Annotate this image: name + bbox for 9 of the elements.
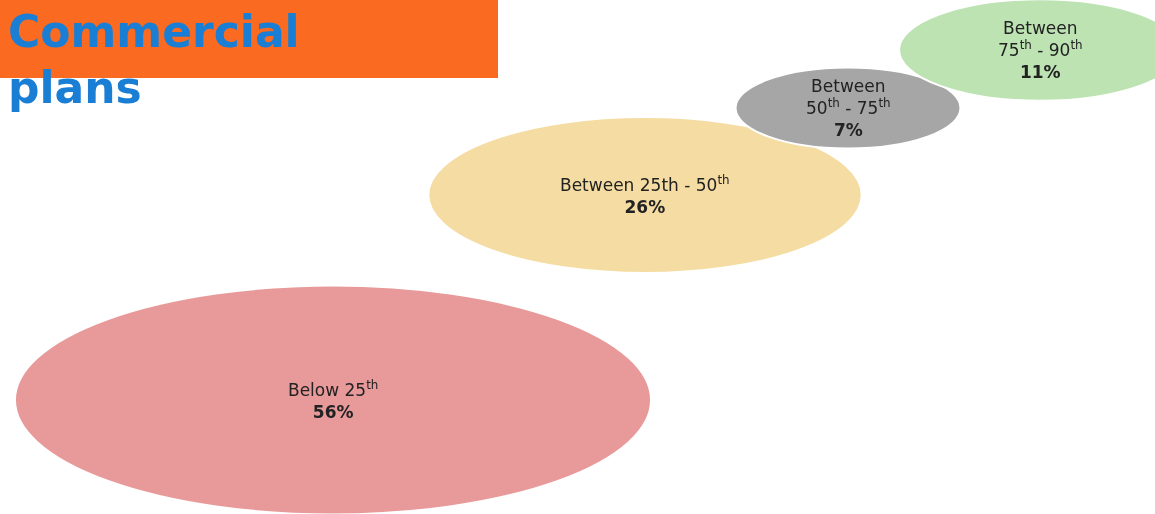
data-label: 56% [312,402,354,423]
data-label: 7% [833,120,863,141]
category-label: Between 25th - 50$^{th}$ [560,173,730,196]
data-label: 26% [624,197,666,218]
category-label: Between 75$^{th}$ - 90$^{th}$ [998,18,1083,61]
data-label: 11% [1019,62,1061,83]
text: Commercial plans [8,5,301,115]
category-label: Between 50$^{th}$ - 75$^{th}$ [806,76,891,119]
category-label: Below 25$^{th}$ [288,378,379,401]
